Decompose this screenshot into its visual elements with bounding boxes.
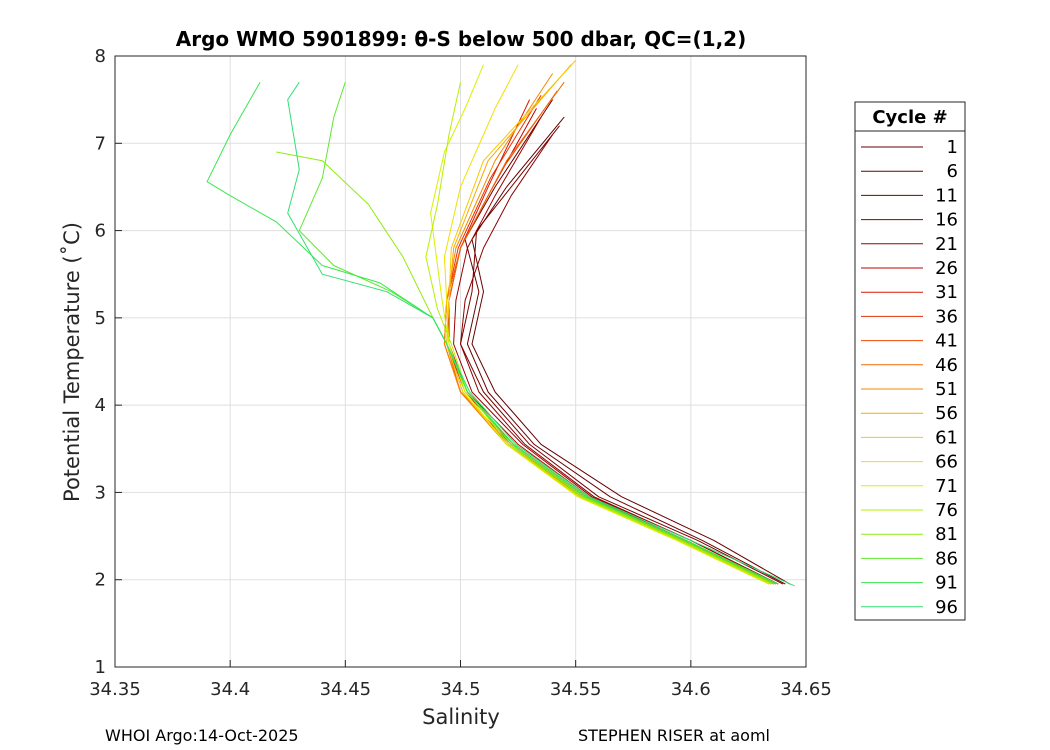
legend-label: 96 bbox=[935, 597, 958, 618]
y-tick-label: 4 bbox=[95, 395, 106, 416]
legend-label: 71 bbox=[935, 476, 958, 497]
legend-label: 91 bbox=[935, 573, 958, 594]
y-tick-label: 1 bbox=[95, 657, 106, 678]
legend-label: 26 bbox=[935, 258, 958, 279]
legend-label: 21 bbox=[935, 234, 958, 255]
legend-label: 56 bbox=[935, 403, 958, 424]
x-axis-ticks: 34.35 34.4 34.45 34.5 34.55 34.6 34.65 bbox=[89, 660, 832, 700]
legend-label: 16 bbox=[935, 210, 958, 231]
x-tick-label: 34.5 bbox=[440, 679, 480, 700]
series-line-cycle-6 bbox=[464, 99, 786, 585]
legend-label: 11 bbox=[935, 185, 958, 206]
legend-label: 46 bbox=[935, 355, 958, 376]
legend: Cycle # 16111621263136414651566166717681… bbox=[854, 101, 966, 621]
y-tick-label: 5 bbox=[95, 308, 106, 329]
legend-label: 86 bbox=[935, 548, 958, 569]
series-line-cycle-71 bbox=[430, 64, 770, 585]
legend-label: 6 bbox=[947, 161, 958, 182]
x-tick-label: 34.65 bbox=[780, 679, 832, 700]
x-tick-label: 34.45 bbox=[320, 679, 372, 700]
series-line-cycle-11 bbox=[460, 125, 784, 585]
legend-label: 1 bbox=[947, 137, 958, 158]
series-layer bbox=[206, 60, 795, 587]
x-tick-label: 34.6 bbox=[671, 679, 711, 700]
y-axis-label: Potential Temperature (˚C) bbox=[60, 222, 84, 502]
x-axis-label: Salinity bbox=[422, 705, 500, 729]
legend-label: 31 bbox=[935, 282, 958, 303]
y-tick-label: 8 bbox=[95, 46, 106, 67]
x-tick-label: 34.35 bbox=[89, 679, 141, 700]
footer-left: WHOI Argo:14-Oct-2025 bbox=[105, 726, 299, 745]
legend-box bbox=[854, 101, 966, 621]
legend-label: 66 bbox=[935, 452, 958, 473]
series-line-cycle-1 bbox=[471, 116, 791, 585]
series-line-cycle-76 bbox=[425, 82, 772, 585]
legend-label: 76 bbox=[935, 500, 958, 521]
series-line-cycle-91 bbox=[206, 81, 779, 585]
chart-title: Argo WMO 5901899: θ-S below 500 dbar, QC… bbox=[176, 27, 746, 51]
y-tick-label: 3 bbox=[95, 482, 106, 503]
legend-label: 41 bbox=[935, 331, 958, 352]
legend-title: Cycle # bbox=[872, 107, 947, 128]
y-axis-ticks: 1 2 3 4 5 6 7 8 bbox=[95, 46, 122, 678]
legend-label: 51 bbox=[935, 379, 958, 400]
footer-right: STEPHEN RISER at aoml bbox=[578, 726, 770, 745]
x-tick-label: 34.55 bbox=[550, 679, 602, 700]
series-line-cycle-96 bbox=[287, 81, 795, 587]
y-tick-label: 6 bbox=[95, 221, 106, 242]
legend-label: 61 bbox=[935, 427, 958, 448]
legend-label: 81 bbox=[935, 524, 958, 545]
y-tick-label: 7 bbox=[95, 133, 106, 154]
y-tick-label: 2 bbox=[95, 570, 106, 591]
legend-label: 36 bbox=[935, 306, 958, 327]
x-tick-label: 34.4 bbox=[210, 679, 250, 700]
